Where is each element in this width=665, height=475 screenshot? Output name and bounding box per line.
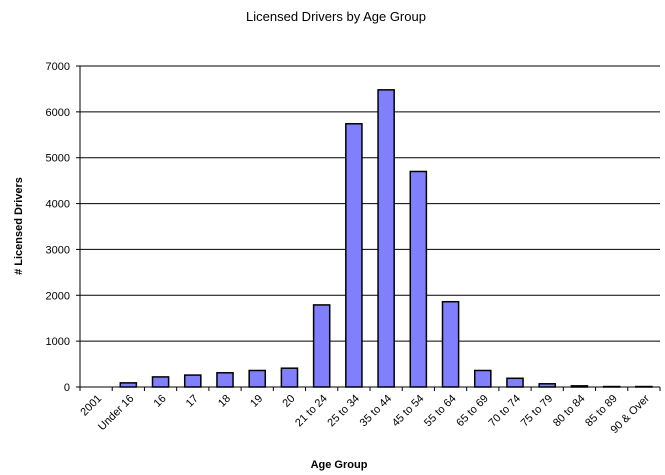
y-axis-title: # Licensed Drivers: [13, 177, 25, 275]
x-tick-label: 75 to 79: [519, 393, 556, 430]
y-tick-label: 4000: [46, 199, 70, 211]
x-tick-label: 80 to 84: [551, 393, 588, 430]
y-tick-label: 0: [64, 382, 70, 394]
y-tick-label: 6000: [46, 107, 70, 119]
x-tick-label: 21 to 24: [293, 393, 330, 430]
y-tick-label: 7000: [46, 61, 70, 73]
gridlines: [76, 65, 661, 391]
bar: [441, 300, 460, 388]
y-tick-labels: 0 1000 2000 3000 4000 5000 6000 7000: [46, 61, 70, 394]
x-tick-label: 70 to 74: [487, 393, 524, 430]
bar: [151, 376, 170, 388]
y-tick-label: 3000: [46, 244, 70, 256]
bar: [473, 369, 492, 388]
bar: [312, 304, 331, 388]
bar: [506, 377, 524, 388]
x-tick-label: 18: [216, 393, 233, 410]
bar: [345, 123, 363, 388]
y-tick-label: 2000: [46, 290, 70, 302]
x-tick-label: 55 to 64: [422, 393, 459, 430]
x-tick-label: 35 to 44: [358, 393, 395, 430]
bar: [216, 372, 234, 388]
y-tick-label: 5000: [46, 153, 70, 165]
bar: [119, 382, 138, 388]
chart-title: Licensed Drivers by Age Group: [246, 9, 426, 24]
bar: [409, 170, 428, 388]
bar: [377, 89, 395, 388]
x-tick-label: 20: [280, 393, 297, 410]
x-tick-label: Under 16: [96, 393, 136, 433]
x-tick-label: 65 to 69: [454, 393, 491, 430]
bar: [248, 369, 267, 388]
bars: [119, 89, 653, 388]
x-tick-label: 17: [184, 393, 201, 410]
x-axis-title: Age Group: [311, 459, 368, 471]
x-tick-label: 45 to 54: [390, 393, 427, 430]
x-tick-label: 25 to 34: [325, 393, 362, 430]
x-tick-label: 2001: [78, 393, 104, 419]
x-tick-label: 19: [248, 393, 265, 410]
x-tick-label: 16: [152, 393, 169, 410]
bar: [280, 367, 299, 388]
y-tick-label: 1000: [46, 336, 70, 348]
bar: [183, 374, 202, 388]
